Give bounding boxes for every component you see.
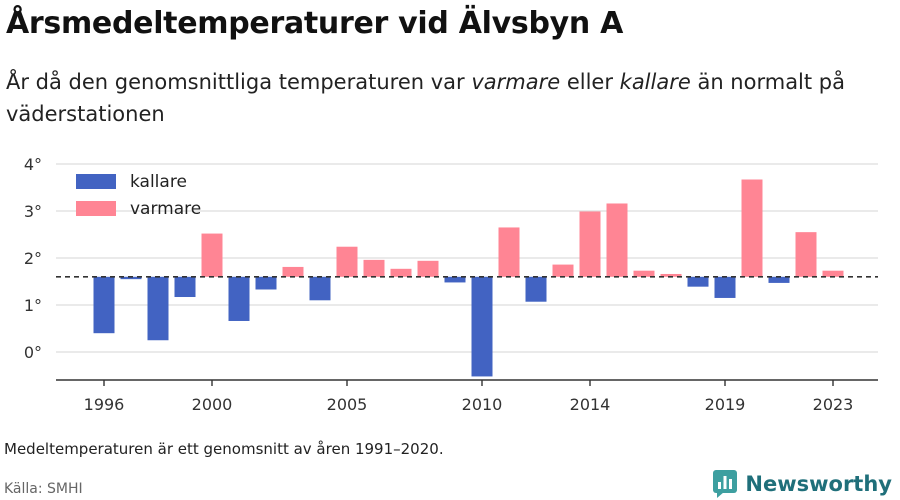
subtitle-part3: än normalt på väderstationen	[6, 70, 845, 126]
x-tick-label: 1996	[84, 395, 125, 414]
bar-warmer	[660, 273, 682, 277]
bar-warmer	[741, 179, 763, 277]
bar-warmer	[795, 232, 817, 277]
temperature-bar-chart: 0° 1° 2° 3° 4° 1996 2000 2005 2010 2014 2019 2023 ka…	[24, 155, 878, 414]
bar-colder	[174, 276, 196, 298]
x-tick-label: 2014	[570, 395, 611, 414]
bar-warmer	[633, 270, 655, 277]
y-tick-label: 3°	[24, 202, 42, 221]
y-tick-label: 4°	[24, 155, 42, 174]
x-tick-label: 2023	[813, 395, 854, 414]
brand-name: Newsworthy	[745, 472, 892, 496]
bar-colder	[768, 276, 790, 283]
legend-swatch-warmer	[76, 201, 116, 216]
brand-logo: Newsworthy	[713, 470, 892, 498]
bar-colder	[687, 276, 709, 287]
bar-warmer	[498, 227, 520, 277]
legend-swatch-colder	[76, 174, 116, 189]
subtitle-warm-word: varmare	[471, 70, 561, 94]
legend-label-warmer: varmare	[130, 199, 201, 219]
bar-colder	[525, 276, 547, 302]
bar-colder	[444, 276, 466, 283]
bar-warmer	[282, 266, 304, 277]
bar-warmer	[417, 260, 439, 277]
bar-warmer	[390, 268, 412, 277]
bar-warmer	[201, 233, 223, 277]
chart-subtitle: År då den genomsnittliga temperaturen va…	[6, 66, 886, 130]
bar-warmer	[606, 203, 628, 277]
bar-colder	[255, 276, 277, 290]
chart-note: Medeltemperaturen är ett genomsnitt av å…	[4, 440, 444, 458]
bar-colder	[309, 276, 331, 301]
x-tick-label: 2019	[705, 395, 746, 414]
chart-title: Årsmedeltemperaturer vid Älvsbyn A	[6, 6, 623, 41]
x-tick-label: 2005	[327, 395, 368, 414]
subtitle-part1: År då den genomsnittliga temperaturen va…	[6, 70, 472, 94]
bar-warmer	[363, 259, 385, 277]
bar-colder	[228, 276, 250, 321]
y-tick-label: 2°	[24, 249, 42, 268]
y-tick-label: 0°	[24, 343, 42, 362]
bar-colder	[93, 276, 115, 334]
bar-warmer	[822, 270, 844, 277]
y-tick-label: 1°	[24, 296, 42, 315]
bar-warmer	[336, 246, 358, 277]
subtitle-cold-word: kallare	[619, 70, 691, 94]
bar-colder	[147, 276, 169, 341]
bar-colder	[714, 276, 736, 298]
subtitle-part2: eller	[560, 70, 620, 94]
newsworthy-logo-icon	[713, 470, 738, 498]
legend-label-colder: kallare	[130, 172, 187, 192]
bar-warmer	[552, 264, 574, 277]
bar-warmer	[579, 211, 601, 277]
chart-source: Källa: SMHI	[4, 481, 83, 497]
bar-colder	[120, 276, 142, 280]
x-tick-label: 2000	[192, 395, 233, 414]
bar-colder	[471, 276, 493, 377]
x-tick-label: 2010	[462, 395, 503, 414]
